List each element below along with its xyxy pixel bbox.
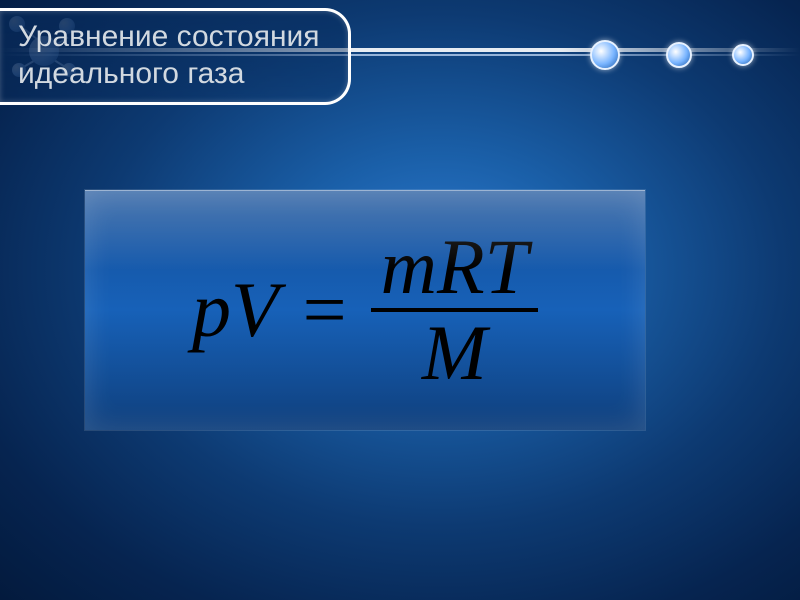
ideal-gas-equation: pV = mRT M (192, 226, 538, 394)
equation-fraction: mRT M (371, 226, 538, 394)
decor-disc-icon (666, 42, 692, 68)
decor-disc-icon (732, 44, 754, 66)
decor-disc-icon (590, 40, 620, 70)
equation-lhs: pV (192, 265, 279, 355)
equation-numerator: mRT (371, 226, 538, 308)
formula-plate: pV = mRT M (85, 190, 645, 430)
title-frame: Уравнение состояния идеального газа (0, 8, 351, 105)
equation-denominator: M (412, 312, 497, 394)
equation-equals: = (303, 265, 347, 355)
slide-title: Уравнение состояния идеального газа (18, 19, 320, 92)
slide-root: Уравнение состояния идеального газа pV =… (0, 0, 800, 600)
